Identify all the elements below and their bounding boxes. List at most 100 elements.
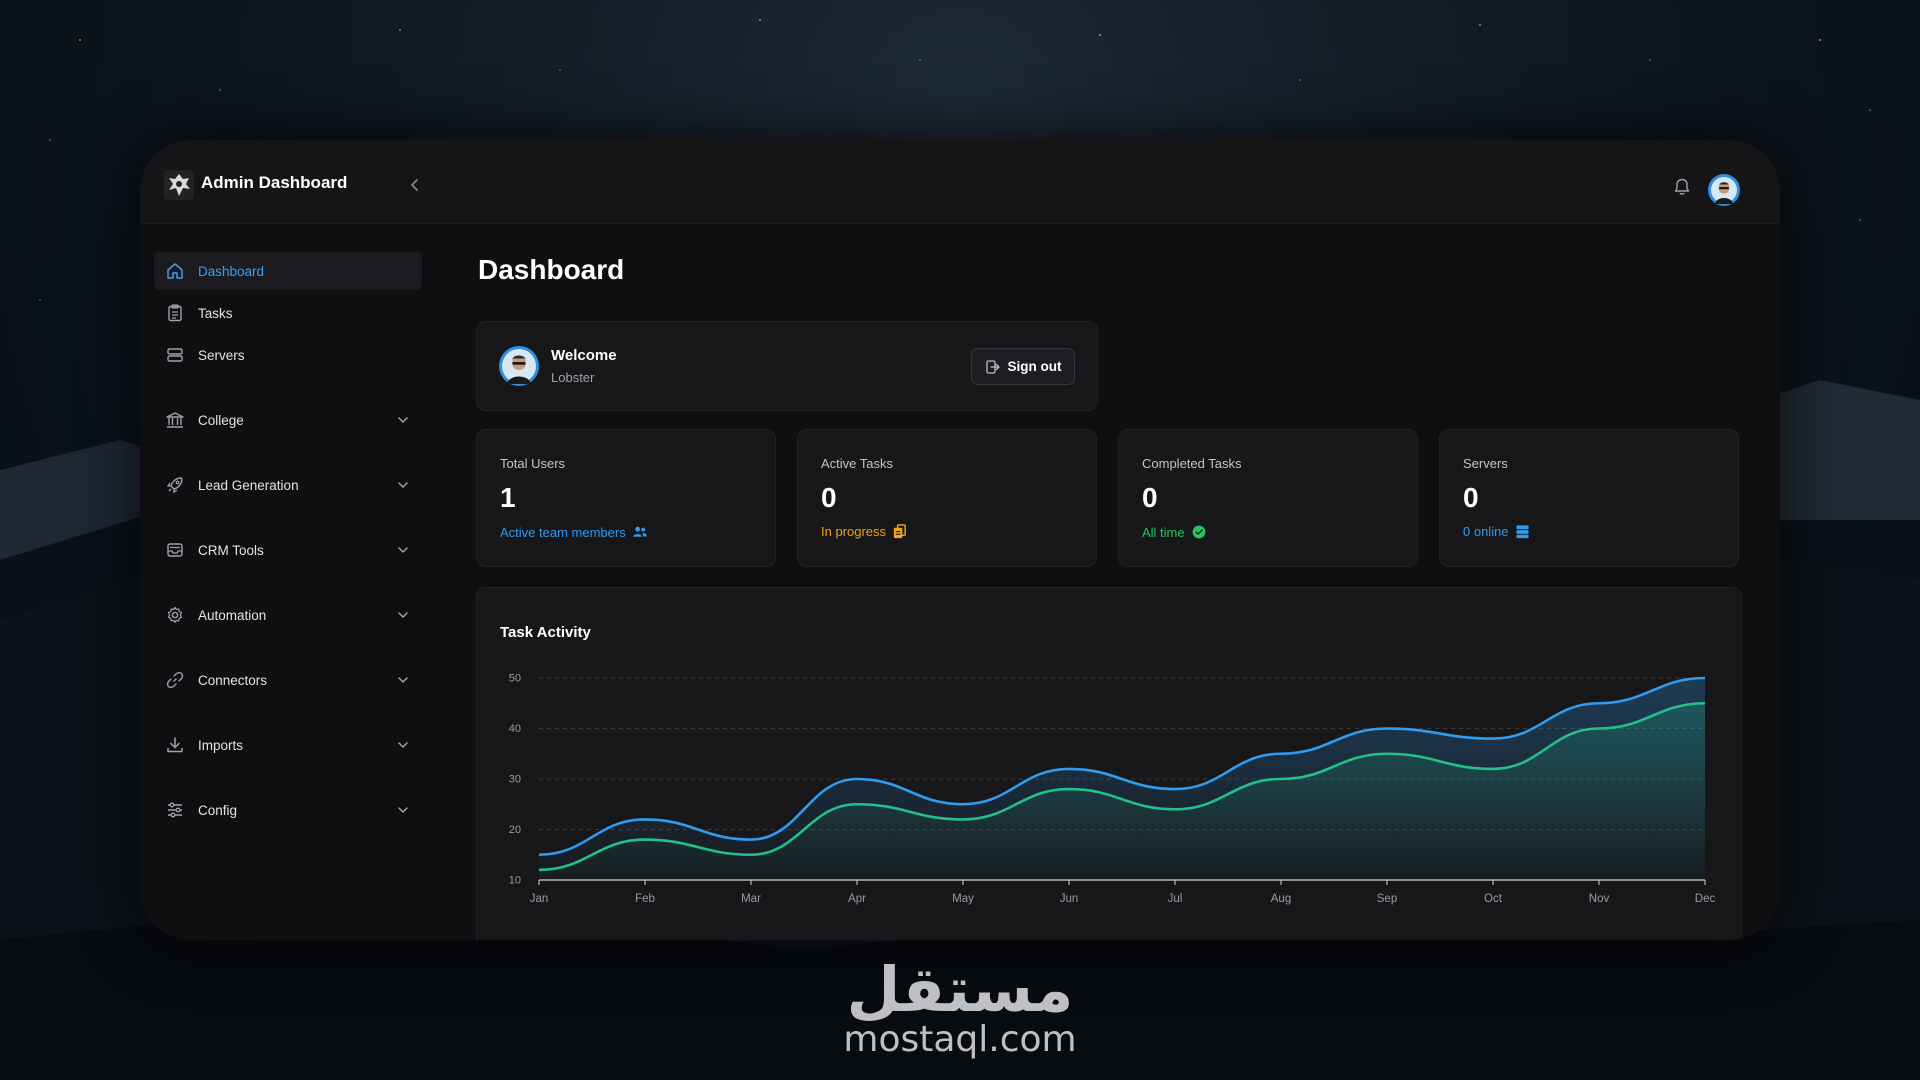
stat-card-total-users: Total Users 1 Active team members <box>476 429 776 567</box>
stat-card-active-tasks: Active Tasks 0 In progress <box>797 429 1097 567</box>
sidebar-item-label: CRM Tools <box>198 542 264 558</box>
chevron-down-icon[interactable] <box>396 673 410 687</box>
x-tick-label: Apr <box>848 893 866 905</box>
y-tick-label: 10 <box>509 875 521 887</box>
stat-card-completed-tasks: Completed Tasks 0 All time <box>1118 429 1418 567</box>
gear-icon <box>164 604 186 626</box>
stat-label: Active Tasks <box>821 456 894 471</box>
page-title: Dashboard <box>478 254 625 285</box>
x-tick-label: Aug <box>1271 893 1291 905</box>
sidebar-item-label: Servers <box>198 347 245 363</box>
sliders-icon <box>164 799 186 821</box>
sidebar-item-label: Automation <box>198 607 267 623</box>
sidebar-item-dashboard[interactable]: Dashboard <box>154 252 422 290</box>
sidebar-item-label: Lead Generation <box>198 477 299 493</box>
stat-value: 0 <box>821 482 837 513</box>
task-activity-chart: Task Activity 10 20 30 40 50 Jan Feb Mar Apr May J… <box>476 587 1742 940</box>
x-tick-label: Dec <box>1695 893 1716 905</box>
x-tick-label: Mar <box>741 893 761 905</box>
stat-label: Completed Tasks <box>1142 456 1242 471</box>
bell-icon[interactable] <box>1672 177 1692 197</box>
chevron-down-icon[interactable] <box>396 543 410 557</box>
stat-value: 0 <box>1142 482 1158 513</box>
top-bar: Admin Dashboard <box>140 140 1780 224</box>
stat-value: 1 <box>500 482 516 513</box>
welcome-greeting: Welcome <box>551 347 617 364</box>
sidebar-collapse-button[interactable] <box>404 174 426 196</box>
home-icon <box>164 260 186 282</box>
x-tick-label: Jul <box>1168 893 1183 905</box>
sidebar-item-connectors[interactable]: Connectors <box>154 661 422 699</box>
sidebar-item-label: Config <box>198 802 238 818</box>
chevron-down-icon[interactable] <box>396 738 410 752</box>
rocket-icon <box>164 474 186 496</box>
sidebar-item-servers[interactable]: Servers <box>154 336 422 374</box>
stat-card-servers: Servers 0 0 online <box>1439 429 1739 567</box>
chart-title: Task Activity <box>500 624 591 641</box>
download-icon <box>164 734 186 756</box>
series-line-2 <box>538 701 1706 872</box>
sidebar-item-config[interactable]: Config <box>154 791 422 829</box>
chevron-left-icon <box>410 179 418 191</box>
server-icon <box>1515 524 1530 539</box>
y-tick-label: 50 <box>509 673 521 685</box>
stat-subtext-label: In progress <box>821 524 887 539</box>
sidebar-item-label: Connectors <box>198 672 268 688</box>
clipboard-icon <box>164 302 186 324</box>
sidebar-item-label: Dashboard <box>198 263 265 279</box>
sidebar-item-crm-tools[interactable]: CRM Tools <box>154 531 422 569</box>
sidebar-item-college[interactable]: College <box>154 401 422 439</box>
app-title: Admin Dashboard <box>201 173 348 192</box>
sign-out-label: Sign out <box>1007 359 1062 374</box>
sidebar-item-label: Imports <box>198 737 244 753</box>
stat-label: Total Users <box>500 456 566 471</box>
welcome-card: Welcome Lobster Sign out <box>476 321 1098 411</box>
stat-subtext-label: All time <box>1142 524 1185 540</box>
sign-out-icon <box>985 359 1000 374</box>
stat-subtext: In progress <box>821 524 907 539</box>
stat-subtext-label: Active team members <box>500 524 626 540</box>
x-tick-label: Nov <box>1589 893 1610 905</box>
stat-subtext: Active team members <box>500 524 648 540</box>
welcome-username: Lobster <box>551 370 595 385</box>
app-window: Admin Dashboard Dashboard Tasks Servers Col… <box>140 140 1780 940</box>
y-tick-label: 20 <box>509 824 521 836</box>
inbox-icon <box>164 539 186 561</box>
sidebar-item-tasks[interactable]: Tasks <box>154 294 422 332</box>
x-tick-label: Jan <box>530 893 549 905</box>
user-avatar[interactable] <box>1708 174 1740 206</box>
chevron-down-icon[interactable] <box>396 478 410 492</box>
app-logo <box>164 170 194 200</box>
avatar <box>499 346 539 386</box>
y-tick-label: 40 <box>509 723 521 735</box>
link-icon <box>164 669 186 691</box>
check-circle-icon <box>1191 524 1207 540</box>
series-line-1 <box>538 676 1706 857</box>
watermark-latin: mostaql.com <box>843 1019 1077 1060</box>
sidebar-item-lead-generation[interactable]: Lead Generation <box>154 466 422 504</box>
x-tick-label: Jun <box>1060 893 1079 905</box>
stat-value: 0 <box>1463 482 1479 513</box>
clipboard-icon <box>892 524 907 539</box>
x-tick-label: May <box>952 893 974 905</box>
stat-label: Servers <box>1463 456 1508 471</box>
chevron-down-icon[interactable] <box>396 803 410 817</box>
sidebar-item-label: Tasks <box>198 305 233 321</box>
sidebar-item-label: College <box>198 412 244 428</box>
x-tick-label: Sep <box>1377 893 1397 905</box>
stat-subtext: All time <box>1142 524 1207 540</box>
x-tick-label: Oct <box>1484 893 1503 905</box>
building-icon <box>164 409 186 431</box>
series-area-2 <box>539 703 1705 880</box>
sign-out-button[interactable]: Sign out <box>971 348 1075 385</box>
chevron-down-icon[interactable] <box>396 608 410 622</box>
stat-subtext-label: 0 online <box>1463 524 1509 539</box>
chevron-down-icon[interactable] <box>396 413 410 427</box>
sidebar: Dashboard Tasks Servers College Lead Generat… <box>154 252 422 829</box>
sidebar-item-automation[interactable]: Automation <box>154 596 422 634</box>
sidebar-item-imports[interactable]: Imports <box>154 726 422 764</box>
y-tick-label: 30 <box>509 774 521 786</box>
stat-subtext: 0 online <box>1463 524 1530 539</box>
